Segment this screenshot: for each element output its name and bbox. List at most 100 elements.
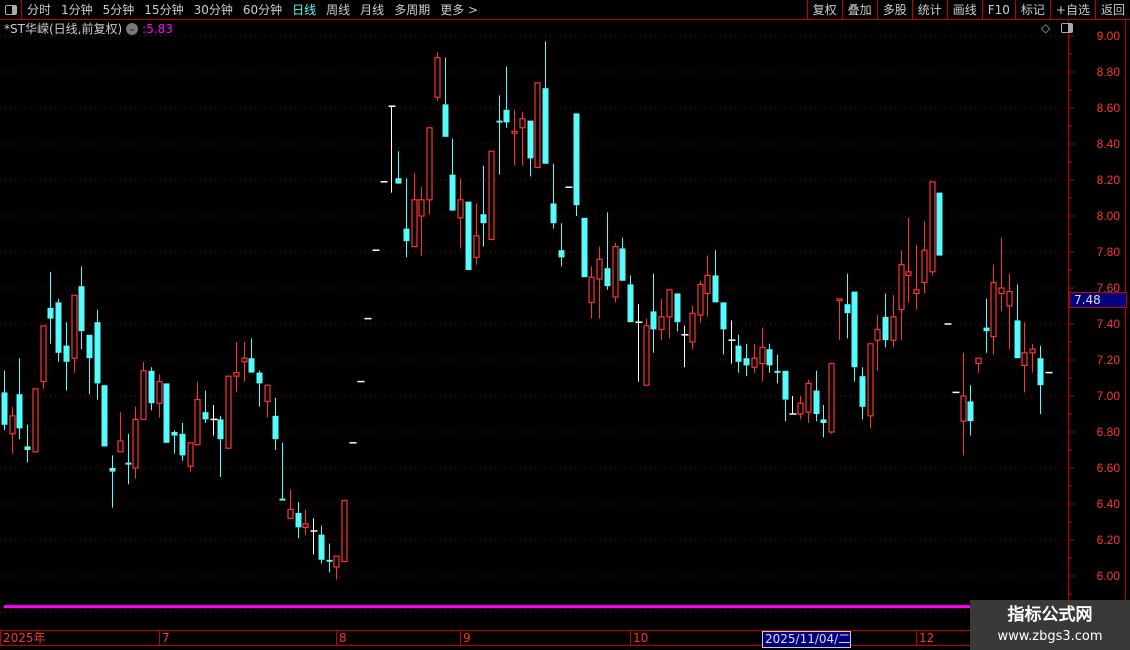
candle-body-up [658, 316, 665, 330]
y-tick-label: 8.40 [1097, 137, 1121, 151]
candle-body-up [1021, 352, 1028, 366]
tab-period[interactable]: 5分钟 [102, 3, 135, 17]
toolbar-button[interactable]: 画线 [946, 0, 982, 19]
candle-body-up [898, 264, 905, 311]
tab-period[interactable]: 60分钟 [242, 3, 283, 17]
candle [411, 172, 418, 248]
x-axis-label: 8 [336, 631, 347, 646]
candle-body-up [689, 312, 696, 343]
toolbar-button[interactable]: 返回 [1094, 0, 1130, 19]
toolbar-button[interactable]: 统计 [911, 0, 947, 19]
tab-period[interactable]: 更多 > [440, 3, 479, 17]
candle-body-up [913, 289, 920, 294]
chevron-down-icon[interactable]: ⌄ [126, 23, 139, 35]
toolbar-button[interactable]: 标记 [1014, 0, 1050, 19]
candle-body-up [828, 363, 835, 433]
toolbar-button[interactable]: 多股 [876, 0, 912, 19]
candle-body-down [813, 390, 820, 414]
candle-body-up [457, 199, 464, 219]
y-tick-label: 8.60 [1097, 101, 1121, 115]
candle [990, 264, 997, 355]
candle [1, 370, 8, 431]
candle [318, 525, 325, 564]
y-tick-label: 7.60 [1097, 281, 1121, 295]
candle-body-up [434, 56, 441, 98]
candle [828, 363, 835, 434]
tab-period[interactable]: 日线 [292, 3, 317, 17]
candle [496, 95, 503, 175]
toolbar-button[interactable]: +自选 [1049, 0, 1095, 19]
candle-body-down [55, 302, 62, 353]
candle [1029, 343, 1036, 373]
tab-period[interactable]: 分时 [27, 3, 52, 17]
candle [905, 217, 912, 303]
candle [117, 412, 124, 453]
time-axis: 2025年 7 8 9 10 2025/11/04/二 12 [0, 630, 1130, 648]
candle [32, 388, 39, 453]
y-tick-label: 7.20 [1097, 353, 1121, 367]
candle [596, 246, 603, 319]
tab-period[interactable]: 周线 [326, 3, 351, 17]
candle-body-down [859, 376, 866, 407]
candle-body-up [534, 82, 541, 169]
candle-body-down [179, 433, 186, 456]
candle [627, 275, 634, 323]
candle-body-up [187, 442, 194, 467]
period-tabs: 分时 1分钟 5分钟 15分钟 30分钟 60分钟 日线 周线 月线 多周期 更多 > [22, 0, 483, 19]
candle [187, 442, 194, 472]
candle-body-up [140, 370, 147, 420]
candle [550, 163, 557, 229]
diamond-icon[interactable]: ◇ [1041, 21, 1051, 35]
candle-body-down [851, 291, 858, 368]
candle [1006, 273, 1013, 350]
panel-toggle-button-right[interactable] [1061, 23, 1073, 33]
watermark-url: www.zbgs3.com [997, 629, 1103, 644]
candle [882, 293, 889, 348]
tab-period[interactable]: 多周期 [394, 3, 431, 17]
tab-period[interactable]: 月线 [360, 3, 385, 17]
candle [936, 192, 943, 256]
candle [473, 203, 480, 265]
toolbar-button[interactable]: 叠加 [841, 0, 877, 19]
panel-toggle-button[interactable] [0, 0, 22, 20]
candle [534, 82, 541, 169]
indicator-value: 5.83 [146, 22, 173, 36]
candle [898, 250, 905, 341]
candle-body-down [766, 349, 773, 366]
candle [766, 343, 773, 373]
y-tick-label: 6.00 [1097, 569, 1121, 583]
tab-period[interactable]: 30分钟 [193, 3, 233, 17]
candle [94, 309, 101, 400]
candle-body-up [666, 289, 673, 318]
candle [681, 325, 689, 368]
candle-body-up [132, 418, 139, 469]
candle-body-down [820, 419, 827, 423]
tab-period[interactable]: 1分钟 [61, 3, 93, 17]
candle [859, 367, 866, 420]
candle [658, 298, 665, 341]
candle-body-down [94, 322, 101, 384]
candle [341, 499, 348, 563]
candle-body-up [9, 415, 16, 435]
tab-period[interactable]: 15分钟 [144, 3, 184, 17]
candle [101, 385, 108, 447]
candle-body-up [596, 258, 603, 280]
candle-body-down [248, 358, 255, 373]
candle-body-down [573, 113, 580, 206]
candle-body-up [975, 357, 982, 365]
candle [890, 295, 897, 348]
candle-body-down [217, 419, 224, 440]
candle-body-down [480, 214, 487, 224]
candle-body-up [890, 316, 897, 341]
candle [78, 266, 85, 350]
toolbar-button[interactable]: F10 [981, 0, 1015, 19]
candle [635, 304, 643, 382]
candle [743, 343, 750, 377]
candle [248, 338, 255, 373]
candle-body-up [797, 402, 804, 415]
candle [836, 298, 843, 341]
candle-body-down [202, 412, 209, 420]
toolbar-button[interactable]: 复权 [806, 0, 842, 19]
candle [782, 370, 789, 422]
